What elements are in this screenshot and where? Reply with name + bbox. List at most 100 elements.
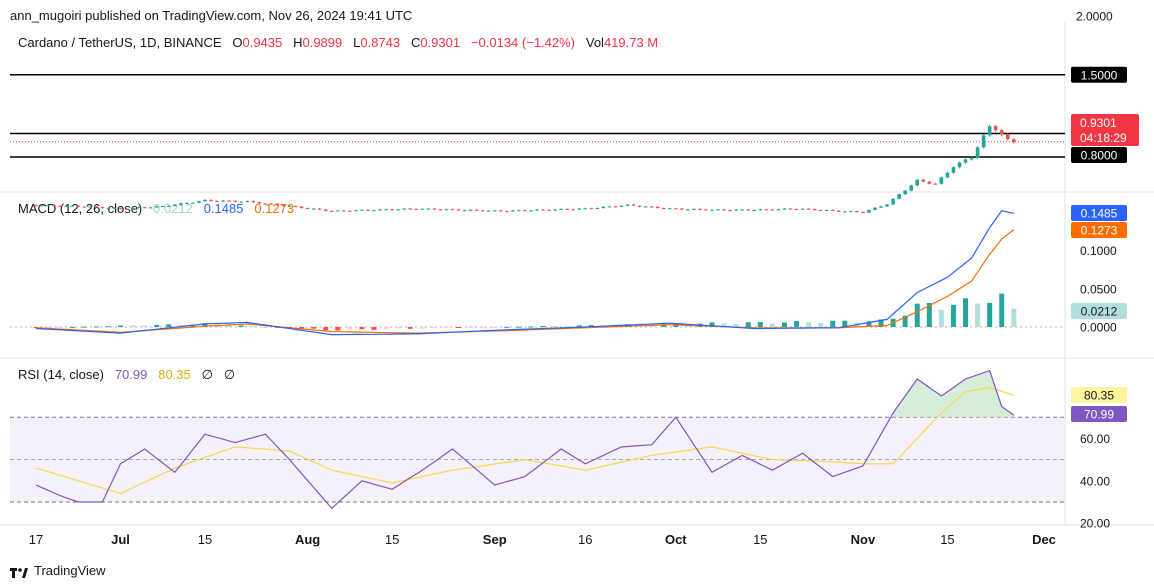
candle [553,209,557,211]
rsi-overbought-fill [893,370,1014,418]
macd-hist-bar [806,322,812,327]
macd-hist-bar [769,323,775,327]
candle [348,210,352,212]
rsi-ma-value-tag-bg [1071,387,1127,403]
macd-hist-bar [926,302,932,327]
candle [836,210,841,212]
macd-hist-bar [299,327,305,329]
macd-hist-bar [69,326,75,328]
rsi-value-tag: 70.99 [1084,408,1114,422]
candle [957,162,962,168]
macd-hist-bar [757,322,763,327]
candle [505,211,509,213]
rsi-name[interactable]: RSI (14, close) [18,367,104,382]
rsi-ma-value: 80.35 [158,367,191,382]
candle [770,209,775,211]
open-label: O [232,35,243,50]
macd-hist-bar [274,327,280,328]
macd-hist-bar [468,327,474,328]
candle [480,210,485,212]
candle [619,205,624,207]
candle [999,130,1004,135]
macd-hist-bar [830,320,836,327]
macd-hist-bar [142,325,148,327]
macd-hist-bar [999,293,1005,327]
candle [915,179,920,186]
time-tick-3: Aug [295,532,320,547]
candle [637,205,642,207]
candle [927,181,932,184]
macd-line-value: 0.1485 [203,201,244,216]
candle [438,209,443,211]
macd-hist-bar [395,327,401,329]
macd-hist-bar [733,323,739,327]
macd-name[interactable]: MACD (12, 26, close) [18,201,143,216]
macd-hist-bar [480,327,486,328]
candle [366,209,370,211]
macd-hist-bar [250,326,256,328]
macd-hist-bar [975,303,981,327]
macd-tick-1: 0.0500 [1080,282,1117,296]
macd-hist-bar [685,324,691,327]
macd-hist-bar [419,327,425,329]
candle [855,211,859,213]
candle [462,210,467,212]
candle [511,210,515,212]
time-tick-5: Sep [483,532,507,547]
macd-hist-bar [902,315,908,327]
macd-hist-bar [33,327,39,328]
macd-hist-bar [154,324,160,327]
macd-hist-bar [661,323,667,327]
macd-hist-bar [118,325,124,327]
macd-hist-bar [697,323,703,327]
last-price-tag-bg [1071,114,1139,146]
time-tick-6: 16 [578,532,592,547]
candle [800,208,805,210]
macd-hist-bar [540,326,546,328]
candle [323,209,328,211]
last-price-tag: 0.9301 [1080,116,1117,130]
macd-hist-bar [492,327,498,328]
time-tick-2: 15 [198,532,212,547]
macd-hist-bar [673,323,679,327]
countdown-tag: 04:18:29 [1080,131,1127,145]
macd-hist-bar [262,326,268,328]
macd-hist-bar [878,319,884,327]
candle [517,210,521,212]
candle [879,206,883,208]
macd-hist-bar [105,326,111,328]
candle [492,210,497,212]
candle [776,209,781,211]
time-tick-8: 15 [753,532,767,547]
candle [426,208,431,210]
time-tick-0: 17 [29,532,43,547]
macd-hist-bar [130,325,136,327]
rsi-ma-value-tag: 80.35 [1084,389,1114,403]
low-value: 0.8743 [360,35,401,50]
candle [444,209,449,211]
candle [655,206,660,208]
candle [523,210,527,212]
candle [396,209,400,211]
macd-hist-bar [709,322,715,327]
candle [734,209,738,211]
macd-legend: MACD (12, 26, close) 0.0212 0.1485 0.127… [18,201,294,216]
tradingview-brand[interactable]: TradingView [10,563,106,578]
symbol-label[interactable]: Cardano / TetherUS, 1D, BINANCE [18,35,222,50]
macd-signal-value: 0.1273 [254,201,295,216]
candle [529,210,533,212]
high-label: H [293,35,303,50]
candle [824,209,829,211]
macd-hist-bar [347,327,353,330]
candle [782,208,787,210]
price-tick-0: 2.0000 [1076,10,1113,24]
candle [710,209,714,211]
macd-value-tag: 0.1485 [1081,207,1118,221]
candle [589,208,594,210]
macd-hist-bar [516,326,522,328]
hist-value-tag-bg [1071,303,1127,319]
hline-tag-1-0-bg [1071,124,1127,141]
candle [474,209,479,211]
